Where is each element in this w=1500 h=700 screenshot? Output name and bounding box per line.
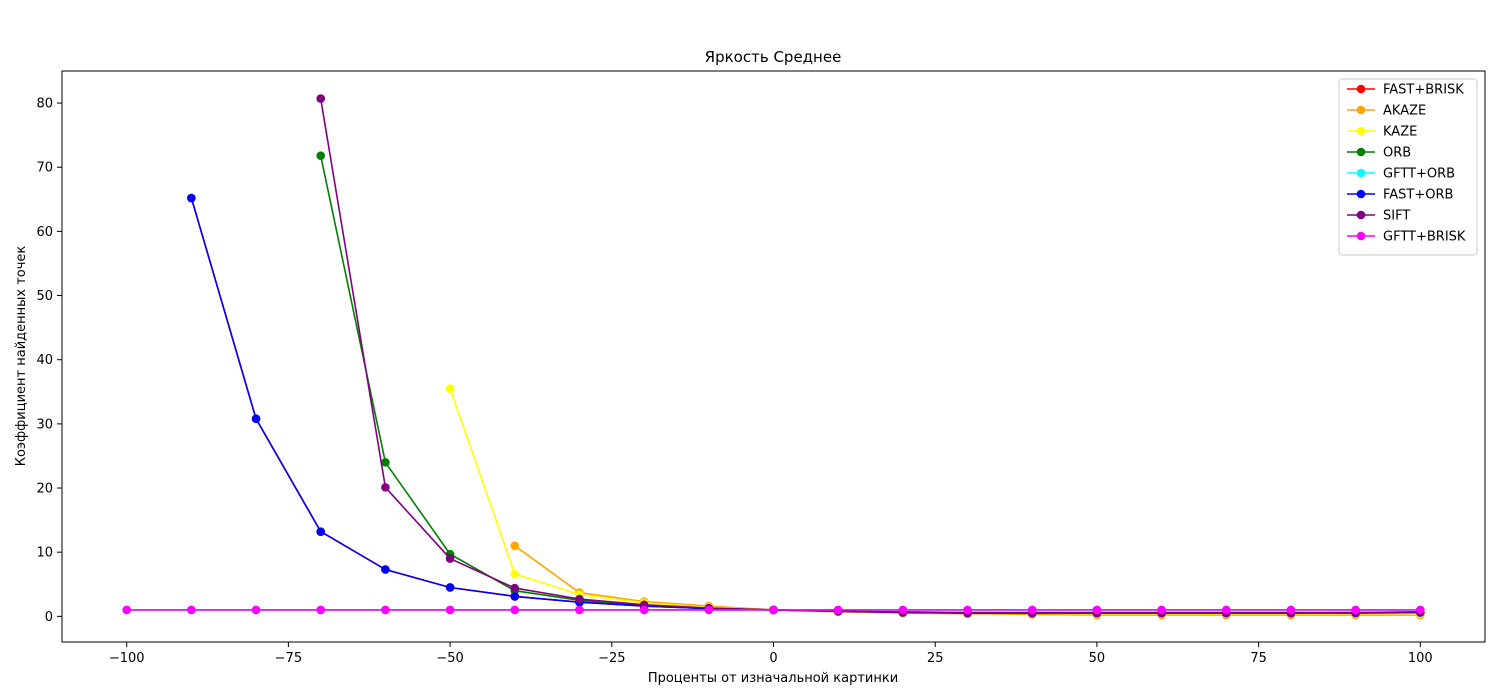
series-line [190, 197, 1421, 614]
legend-marker [1356, 105, 1366, 115]
legend-marker [1356, 189, 1366, 199]
y-tick-label: 10 [36, 546, 53, 561]
data-point [381, 483, 390, 492]
x-tick-label: 50 [1089, 651, 1106, 666]
data-point [575, 605, 584, 615]
legend-item: FAST+ORB [1347, 188, 1453, 203]
x-tick-label: −75 [275, 651, 302, 666]
y-tick-label: 20 [36, 482, 53, 497]
legend: FAST+BRISK AKAZE KAZE ORB GFTT+ORB FAST+ORB SI… [1338, 78, 1478, 256]
y-axis: 0 10 20 30 40 50 60 70 80 [36, 97, 62, 625]
data-point [510, 592, 520, 601]
series-line [190, 197, 1421, 614]
y-tick-label: 80 [36, 97, 53, 112]
series-line [319, 98, 1421, 614]
legend-label: FAST+BRISK [1383, 83, 1464, 98]
data-point [445, 583, 455, 592]
data-point [1416, 605, 1425, 615]
plot-area [122, 94, 1425, 620]
data-point [898, 605, 908, 615]
x-tick-label: −100 [109, 651, 145, 666]
data-point [445, 554, 455, 563]
y-tick-label: 40 [36, 353, 53, 368]
x-axis: −100 −75 −50 −25 0 25 50 75 100 [109, 642, 1433, 666]
data-point [187, 605, 196, 615]
series-sift [316, 94, 1425, 618]
legend-label: GFTT+ORB [1383, 167, 1455, 182]
data-point [381, 605, 390, 615]
data-point [1027, 605, 1037, 615]
plot-frame [61, 70, 1486, 643]
legend-item: SIFT [1347, 209, 1410, 224]
data-point [1351, 605, 1360, 615]
data-point [704, 605, 714, 615]
data-point [445, 605, 455, 615]
data-point [575, 594, 584, 604]
data-point [1286, 605, 1296, 615]
legend-item: FAST+BRISK [1347, 83, 1464, 98]
legend-marker [1356, 210, 1366, 220]
legend-item: GFTT+ORB [1347, 167, 1455, 182]
data-point [510, 605, 520, 615]
y-tick-label: 60 [36, 225, 53, 240]
data-point [833, 605, 843, 615]
y-tick-label: 30 [36, 417, 53, 432]
legend-frame [1338, 78, 1478, 256]
x-axis-label: Проценты от изначальной картинки [648, 671, 898, 686]
legend-marker [1356, 84, 1366, 94]
legend-label: KAZE [1383, 125, 1417, 140]
data-point [445, 384, 455, 393]
series-gftt-brisk [122, 605, 1425, 615]
legend-label: ORB [1383, 146, 1411, 161]
series-line [449, 388, 1421, 615]
legend-item: KAZE [1347, 125, 1417, 140]
x-tick-label: 75 [1250, 651, 1267, 666]
legend-label: SIFT [1383, 209, 1410, 224]
data-point [1157, 605, 1166, 615]
legend-marker [1356, 168, 1366, 178]
data-point [316, 94, 326, 103]
legend-label: AKAZE [1383, 104, 1426, 119]
series-line [319, 155, 1421, 614]
data-point [510, 569, 520, 579]
legend-item: AKAZE [1347, 104, 1426, 119]
data-point [1092, 605, 1102, 615]
data-point [122, 605, 131, 615]
y-tick-label: 70 [36, 161, 53, 176]
legend-item: ORB [1347, 146, 1411, 161]
data-point [316, 527, 326, 536]
x-tick-label: −25 [598, 651, 625, 666]
data-point [963, 605, 972, 615]
data-point [510, 541, 520, 551]
chart-title: Яркость Среднее [705, 48, 842, 66]
y-tick-label: 50 [36, 289, 53, 304]
series-orb [316, 151, 1425, 617]
x-tick-label: 0 [769, 651, 777, 666]
data-point [187, 193, 196, 203]
data-point [769, 605, 778, 615]
data-point [510, 583, 520, 593]
legend-label: FAST+ORB [1383, 188, 1453, 203]
data-point [316, 151, 326, 160]
data-point [639, 605, 649, 615]
x-tick-label: 25 [927, 651, 944, 666]
y-axis-label: Коэффициент найденных точек [14, 246, 29, 467]
legend-marker [1356, 126, 1366, 136]
legend-item: GFTT+BRISK [1347, 230, 1466, 245]
y-tick-label: 0 [45, 610, 53, 625]
data-point [251, 605, 261, 615]
data-point [1221, 605, 1231, 615]
data-point [381, 458, 390, 467]
x-tick-label: −50 [436, 651, 463, 666]
series-kaze [445, 384, 1425, 619]
data-point [316, 605, 326, 615]
data-point [251, 414, 261, 424]
x-tick-label: 100 [1408, 651, 1433, 666]
legend-marker [1356, 231, 1366, 241]
legend-label: GFTT+BRISK [1383, 230, 1466, 245]
data-point [381, 565, 390, 574]
legend-marker [1356, 147, 1366, 157]
